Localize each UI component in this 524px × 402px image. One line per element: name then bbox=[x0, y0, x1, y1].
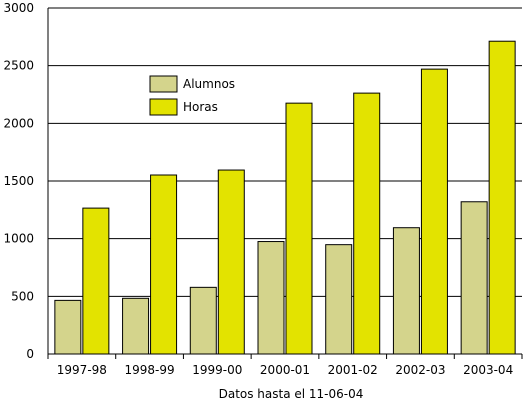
y-tick-label: 2500 bbox=[3, 59, 34, 73]
bar-horas-1999-00 bbox=[217, 169, 245, 355]
legend-label-alumnos: Alumnos bbox=[183, 77, 235, 91]
gridlines bbox=[48, 7, 522, 297]
axes bbox=[47, 8, 523, 359]
bar-alumnos-2002-03 bbox=[392, 227, 420, 355]
x-tick-label: 1999-00 bbox=[192, 363, 242, 377]
x-tick-labels: 1997-98 1998-99 1999-00 2000-01 2001-02 2002-… bbox=[57, 363, 513, 377]
legend-swatch-horas bbox=[149, 98, 178, 116]
bar-alumnos-1999-00 bbox=[189, 286, 217, 355]
bar-horas-2001-02 bbox=[353, 92, 381, 355]
x-tick-label: 2002-03 bbox=[395, 363, 445, 377]
y-tick-label: 0 bbox=[26, 347, 34, 361]
y-tick-label: 2000 bbox=[3, 116, 34, 130]
y-tick-label: 500 bbox=[11, 289, 34, 303]
bar-horas-2000-01 bbox=[285, 102, 313, 355]
x-axis-caption: Datos hasta el 11-06-04 bbox=[219, 387, 364, 401]
y-tick-label: 1500 bbox=[3, 174, 34, 188]
legend: Alumnos Horas bbox=[149, 75, 235, 116]
y-tick-labels: 0 500 1000 1500 2000 2500 3000 bbox=[3, 1, 34, 361]
bar-alumnos-1998-99 bbox=[122, 297, 150, 355]
bars-group bbox=[54, 40, 516, 355]
x-tick-label: 1997-98 bbox=[57, 363, 107, 377]
x-tick-label: 2000-01 bbox=[260, 363, 310, 377]
x-tick-label: 2003-04 bbox=[463, 363, 513, 377]
bar-horas-1998-99 bbox=[150, 174, 178, 355]
bar-horas-1997-98 bbox=[82, 207, 110, 355]
bar-horas-2003-04 bbox=[488, 40, 516, 355]
bar-alumnos-2000-01 bbox=[257, 241, 285, 355]
x-tick-label: 2001-02 bbox=[328, 363, 378, 377]
bar-alumnos-2003-04 bbox=[460, 201, 488, 355]
bar-alumnos-2001-02 bbox=[325, 244, 353, 355]
legend-swatch-alumnos bbox=[149, 75, 178, 93]
legend-label-horas: Horas bbox=[183, 100, 218, 114]
bar-alumnos-1997-98 bbox=[54, 299, 82, 355]
x-tick-label: 1998-99 bbox=[125, 363, 175, 377]
y-tick-label: 1000 bbox=[3, 232, 34, 246]
y-tick-label: 3000 bbox=[3, 1, 34, 15]
bar-horas-2002-03 bbox=[420, 68, 448, 355]
